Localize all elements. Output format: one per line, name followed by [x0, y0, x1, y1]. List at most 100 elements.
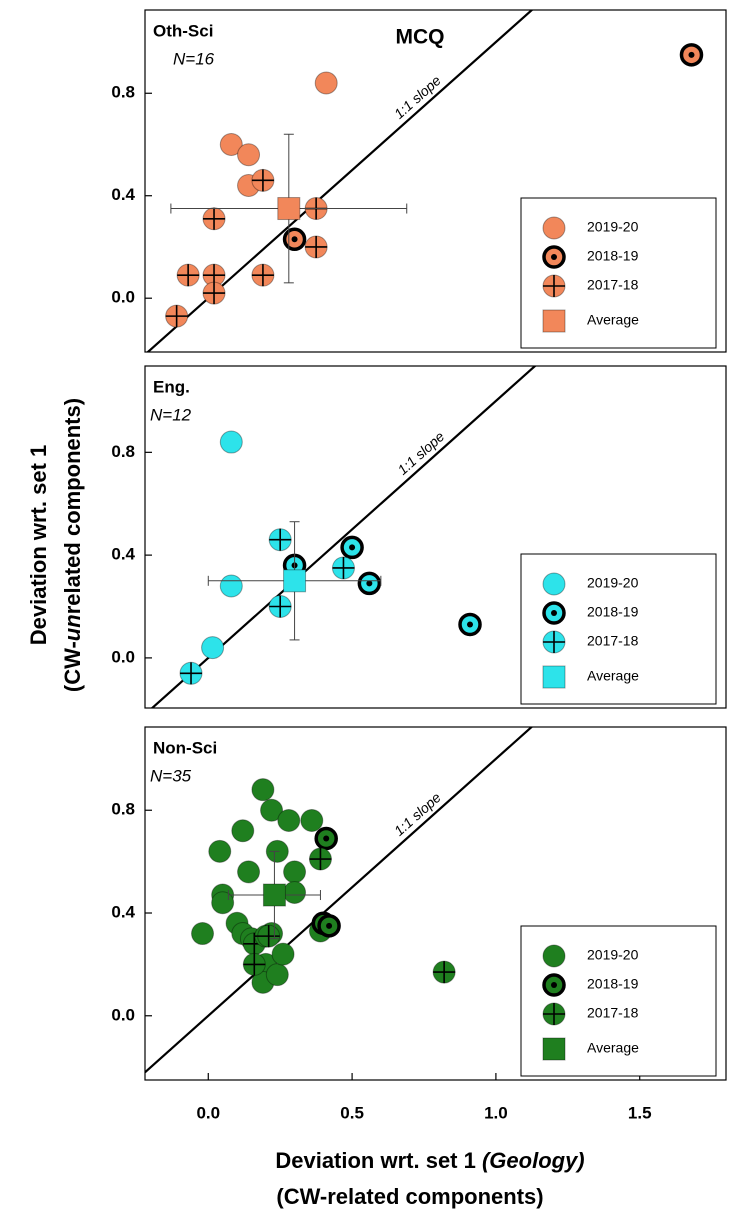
marker-body [219, 430, 243, 454]
marker-body [542, 944, 566, 968]
marker-body [191, 922, 215, 946]
legend-marker [542, 1002, 566, 1026]
y-axis-title: (CW-unrelated components) [60, 398, 85, 692]
legend: 2019-20 2018-19 2017-18 Average [520, 197, 717, 349]
circle-marker [300, 809, 324, 833]
n-label: N=16 [173, 49, 215, 68]
y-tick-label: 0.4 [111, 545, 135, 564]
marker-dot [688, 51, 695, 58]
circle-marker [219, 430, 243, 454]
marker-dot [551, 610, 557, 616]
circle-marker [191, 922, 215, 946]
y-tick-label: 0.4 [111, 185, 135, 204]
y-tick-label: 0.8 [111, 83, 135, 102]
circle-marker [237, 143, 261, 167]
marker-body [201, 636, 225, 660]
panel: 0.0 0.4 0.8 0.0 0.5 1.0 1.5 1:1 slope Non-Sci N=3… [111, 726, 727, 1122]
marker-body [265, 963, 289, 987]
circle-marker [271, 942, 295, 966]
circle-marker [260, 798, 284, 822]
chart-title: MCQ [396, 26, 445, 49]
marker-body [283, 860, 307, 884]
plus-marker [179, 661, 203, 685]
x-tick-label: 0.5 [340, 1103, 364, 1122]
circle-marker [251, 778, 275, 802]
y-tick-label: 0.8 [111, 442, 135, 461]
legend-label: 2018-19 [587, 976, 639, 992]
circle-marker [237, 860, 261, 884]
plus-marker [176, 263, 200, 287]
circle-marker [314, 71, 338, 95]
legend-label: 2018-19 [587, 604, 639, 620]
plus-marker [331, 556, 355, 580]
marker-body [208, 839, 232, 863]
plus-marker [202, 207, 226, 231]
circle-marker [219, 132, 243, 156]
legend-label: Average [587, 312, 639, 328]
panel-label: Non-Sci [153, 738, 217, 757]
x-tick-label: 1.0 [484, 1103, 508, 1122]
panel-label: Oth-Sci [153, 21, 213, 40]
reference-label: 1:1 slope [391, 789, 444, 839]
marker-body [542, 216, 566, 240]
plus-marker [304, 235, 328, 259]
y-tick-label: 0.8 [111, 800, 135, 819]
reference-line [146, 10, 534, 352]
legend-marker [542, 630, 566, 654]
y-axis-title-part: (CW- [60, 641, 85, 692]
legend-marker [542, 274, 566, 298]
marker-body [277, 809, 301, 833]
marker-dot [551, 254, 557, 260]
y-tick-label: 0.0 [111, 1005, 135, 1024]
plus-marker [268, 528, 292, 552]
reference-label: 1:1 slope [391, 72, 444, 122]
legend-marker [542, 944, 566, 968]
y-axis-title-part: un [60, 614, 85, 641]
dot-marker [458, 612, 482, 637]
plus-marker [242, 952, 266, 976]
marker-dot [467, 621, 474, 628]
dot-marker [340, 535, 364, 560]
panel: 0.0 0.4 0.8 1:1 slope Eng. N=12 2019-20 2018-19… [111, 365, 727, 709]
marker-body [260, 798, 284, 822]
plus-marker [257, 924, 281, 948]
legend-label: 2017-18 [587, 277, 639, 293]
marker-dot [323, 835, 330, 842]
legend-marker [542, 245, 566, 269]
x-axis-title: (CW-related components) [276, 1184, 543, 1209]
legend-marker [542, 309, 566, 333]
reference-line [145, 727, 534, 1074]
plot-frame [144, 726, 727, 1081]
marker-body [231, 819, 255, 843]
average-marker [277, 197, 301, 221]
marker-dot [291, 236, 298, 243]
plus-marker [251, 168, 275, 192]
legend-marker [542, 216, 566, 240]
y-axis-title-line: Deviation wrt. set 1 [26, 445, 51, 646]
dot-marker [314, 826, 338, 851]
x-axis-title-part: (Geology) [482, 1148, 585, 1173]
plus-marker [165, 304, 189, 328]
circle-marker [208, 839, 232, 863]
dot-marker [679, 43, 704, 67]
y-tick-label: 0.0 [111, 647, 135, 666]
plus-marker [202, 281, 226, 305]
dot-marker [282, 227, 307, 252]
circle-marker [283, 860, 307, 884]
marker-body [542, 572, 566, 596]
legend-label: 2019-20 [587, 947, 639, 963]
plus-marker [432, 960, 456, 984]
average-marker [262, 883, 286, 907]
plot-area [150, 366, 537, 708]
plus-marker [308, 847, 332, 871]
marker-body [271, 942, 295, 966]
y-tick-label: 0.4 [111, 902, 135, 921]
reference-line [150, 366, 537, 708]
legend-label: 2017-18 [587, 633, 639, 649]
dot-marker [317, 914, 341, 938]
legend-marker [542, 1037, 566, 1061]
legend-label: 2019-20 [587, 219, 639, 235]
y-tick-label: 0.0 [111, 288, 135, 307]
plus-marker [251, 263, 275, 287]
